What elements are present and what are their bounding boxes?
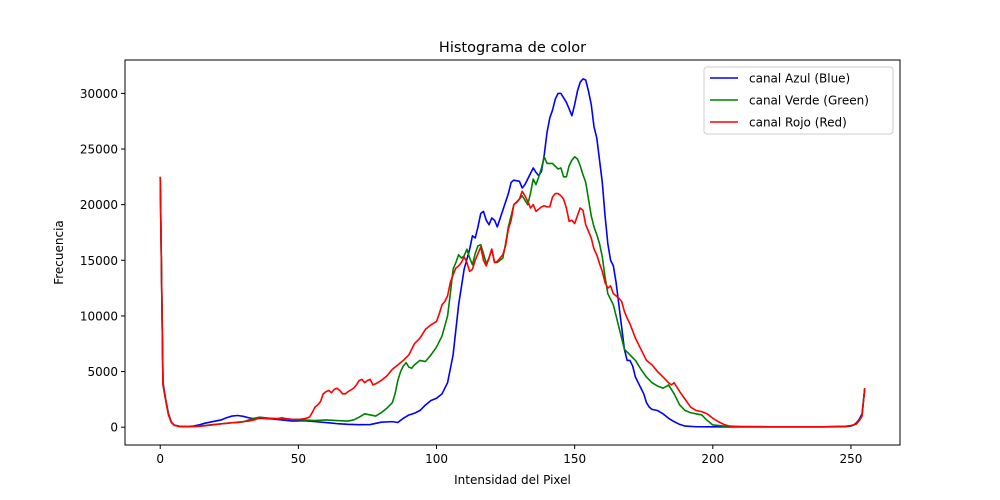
legend-label-0: canal Azul (Blue) [749,72,850,86]
x-tick-label: 100 [425,452,448,466]
y-tick-label: 15000 [80,254,118,268]
y-tick-label: 30000 [80,87,118,101]
y-tick-label: 0 [110,421,118,435]
legend-label-2: canal Rojo (Red) [749,116,847,130]
x-tick-label: 250 [840,452,863,466]
series-line-2 [159,176,866,428]
legend-box [703,66,894,135]
plot-frame [124,59,901,446]
y-tick-label: 25000 [80,143,118,157]
legend: canal Azul (Blue) canal Verde (Green) cana… [703,66,894,135]
x-axis: 0 50 100 150 200 250 [156,445,862,466]
y-tick-label: 10000 [80,309,118,323]
x-tick-label: 150 [563,452,586,466]
x-tick-label: 0 [156,452,164,466]
x-tick-label: 50 [291,452,306,466]
y-axis: 0 5000 10000 15000 20000 25000 30000 [80,87,125,435]
legend-label-1: canal Verde (Green) [749,94,869,108]
chart-title: Histograma de color [439,40,586,56]
y-tick-label: 5000 [87,365,118,379]
y-axis-label: Frecuencia [52,220,66,285]
x-tick-label: 200 [701,452,724,466]
series-layer [159,78,866,428]
x-axis-label: Intensidad del Pixel [454,473,571,487]
y-tick-label: 20000 [80,198,118,212]
